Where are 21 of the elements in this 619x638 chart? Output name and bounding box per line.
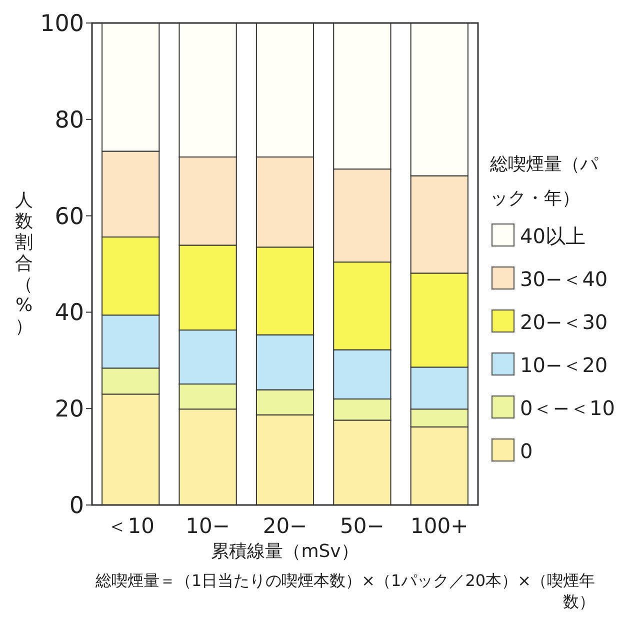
y-tick-label: 60 xyxy=(54,204,84,230)
text: 総喫煙量＝（1日当たりの喫煙本数）×（1パック／20本）×（喫煙年数） xyxy=(95,570,595,612)
x-tick-label: 10− xyxy=(186,514,230,538)
legend-label: 0＜−＜10 xyxy=(520,396,615,420)
y-tick-label: 40 xyxy=(54,300,84,326)
legend-label: 0 xyxy=(520,439,533,463)
x-tick-label: 50− xyxy=(340,514,384,538)
y-tick-label: 0 xyxy=(69,493,84,519)
x-axis-title: 累積線量（mSv） xyxy=(211,541,359,562)
legend-title: 総喫煙量（パック・年） xyxy=(490,153,600,211)
x-tick-label: ＜10 xyxy=(106,514,154,538)
x-tick-label: 100+ xyxy=(410,514,468,538)
y-tick-label: 100 xyxy=(40,11,84,37)
legend-label: 30−＜40 xyxy=(520,267,608,291)
x-tick-label: 20− xyxy=(262,514,308,538)
text: 40以上 xyxy=(520,224,586,248)
y-tick-label: 80 xyxy=(54,107,84,134)
y-tick-label: 20 xyxy=(54,396,84,423)
y-axis-title: 人数割合（%） xyxy=(14,190,34,337)
legend-label: 20−＜30 xyxy=(520,310,608,334)
legend-label: 10−＜20 xyxy=(520,353,608,377)
